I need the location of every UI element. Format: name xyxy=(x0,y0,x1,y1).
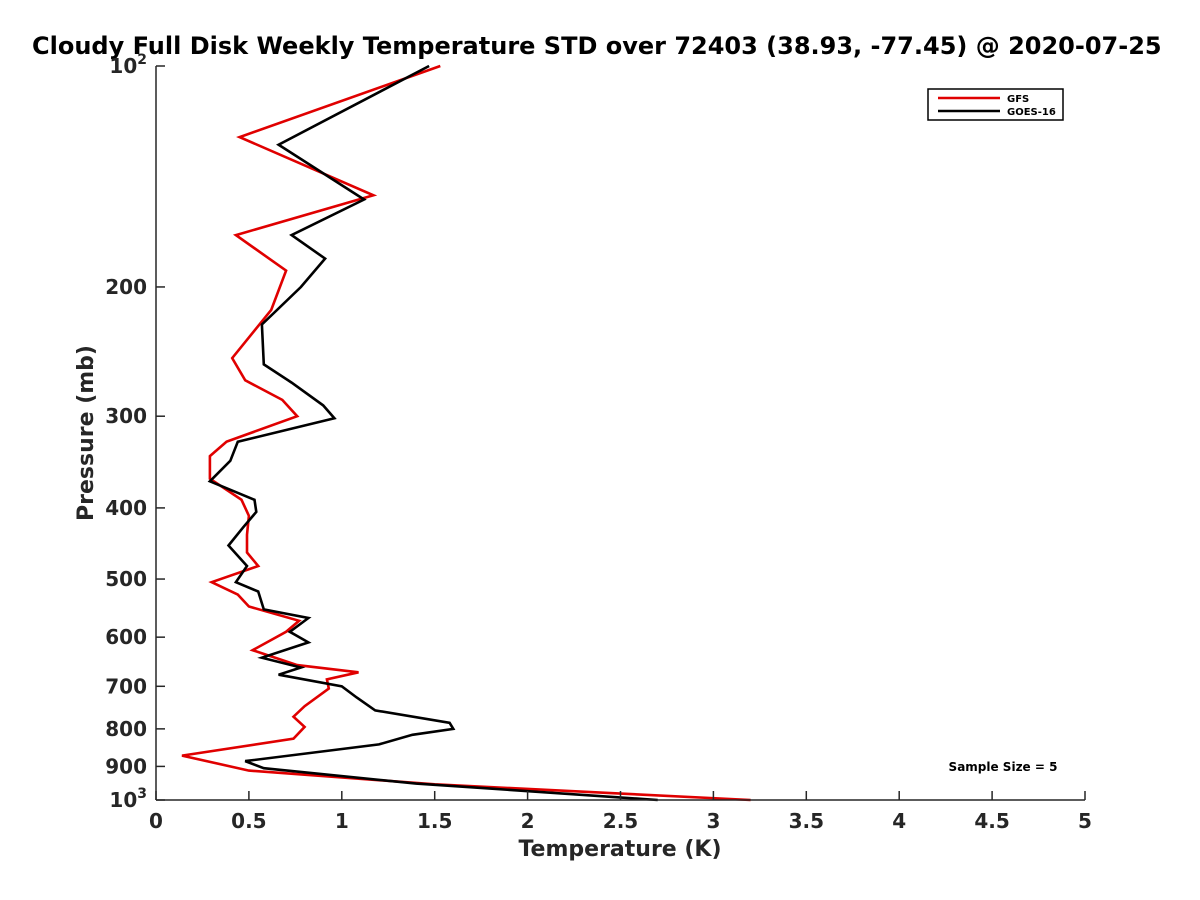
x-tick-label: 4 xyxy=(892,809,906,833)
y-tick-label: 800 xyxy=(105,717,147,741)
x-tick-label: 2.5 xyxy=(603,809,638,833)
y-tick-label: 900 xyxy=(105,754,147,778)
x-tick-label: 1 xyxy=(335,809,349,833)
series-lines xyxy=(181,64,751,802)
y-tick-label: 200 xyxy=(105,275,147,299)
x-tick-label: 3 xyxy=(706,809,720,833)
series-line-gfs xyxy=(181,64,751,802)
legend-label: GFS xyxy=(1007,94,1029,105)
y-axis-label: Pressure (mb) xyxy=(74,345,99,521)
x-axis-label: Temperature (K) xyxy=(518,837,721,862)
sample-size-annotation: Sample Size = 5 xyxy=(949,760,1058,774)
y-tick-label: 300 xyxy=(105,404,147,428)
legend-box xyxy=(927,88,1064,121)
y-tick-label: 600 xyxy=(105,625,147,649)
y-tick-label: 400 xyxy=(105,496,147,520)
chart-title: Cloudy Full Disk Weekly Temperature STD … xyxy=(32,32,1162,60)
legend: GFS GOES-16 xyxy=(927,88,1064,121)
axes xyxy=(155,65,1086,801)
x-tick-label: 0 xyxy=(149,809,163,833)
x-tick-label: 2 xyxy=(521,809,535,833)
y-tick-label: 102 xyxy=(109,52,147,78)
x-tick-label: 5 xyxy=(1078,809,1092,833)
x-tick-label: 3.5 xyxy=(789,809,824,833)
x-tick-label: 4.5 xyxy=(974,809,1009,833)
x-tick-label: 1.5 xyxy=(417,809,452,833)
legend-label: GOES-16 xyxy=(1007,107,1056,118)
series-line-goes16 xyxy=(207,64,658,802)
y-tick-label: 103 xyxy=(109,786,147,812)
x-tick-label: 0.5 xyxy=(231,809,266,833)
tick-labels: 0 0.5 1 1.5 2 2.5 3 3.5 4 4.5 5 102 200 300 400 500 600 7… xyxy=(105,52,1092,833)
y-tick-label: 700 xyxy=(105,674,147,698)
y-tick-label: 500 xyxy=(105,567,147,591)
